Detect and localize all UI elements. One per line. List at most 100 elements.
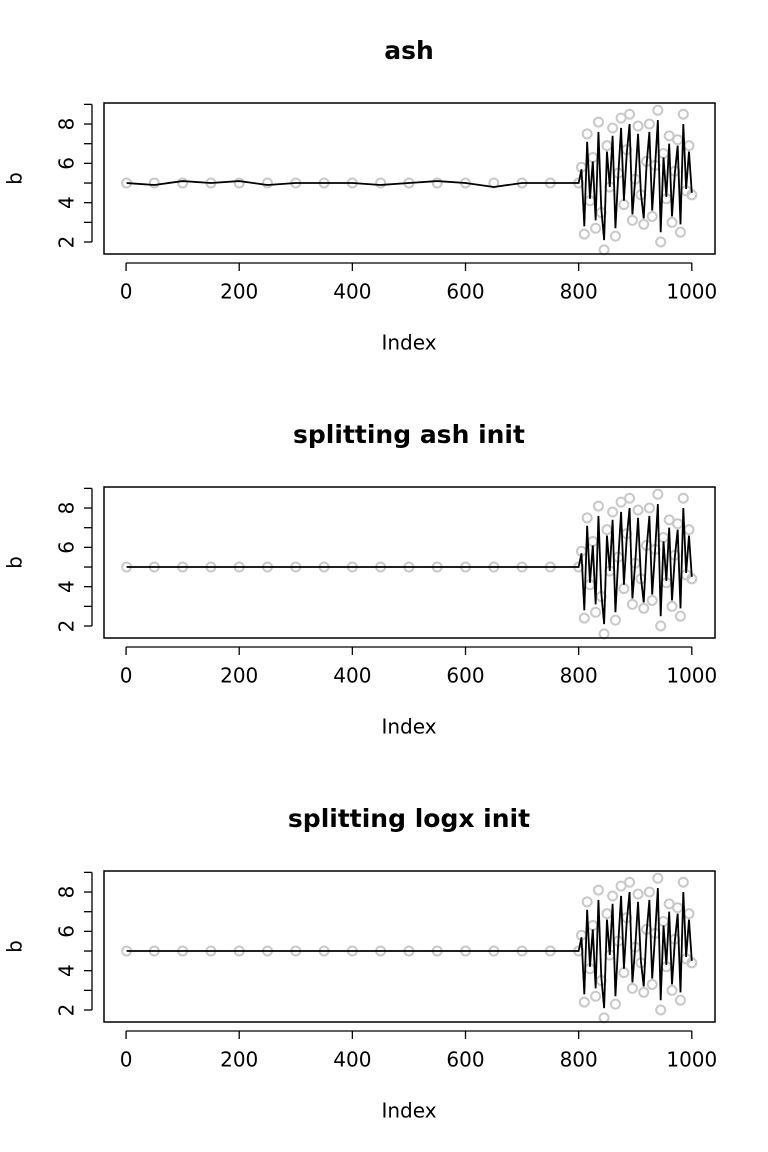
x-tick-label: 1000	[666, 1048, 717, 1072]
x-tick-label: 800	[560, 1048, 598, 1072]
data-point	[618, 583, 630, 595]
x-tick-label: 400	[333, 664, 371, 688]
y-tick-label: 2	[55, 620, 79, 633]
data-point	[615, 496, 627, 508]
data-point	[646, 978, 658, 990]
y-axis-label: b	[3, 940, 27, 953]
data-point	[658, 916, 670, 928]
data-point	[590, 606, 602, 618]
x-tick-label: 200	[220, 664, 258, 688]
x-tick-label: 600	[446, 664, 484, 688]
x-tick-label: 200	[220, 280, 258, 304]
data-point	[618, 199, 630, 211]
data-point	[592, 884, 604, 896]
x-tick-label: 0	[120, 280, 133, 304]
data-point	[672, 134, 684, 146]
data-point	[578, 612, 590, 624]
data-point	[598, 628, 610, 640]
x-tick-label: 200	[220, 1048, 258, 1072]
data-point	[626, 982, 638, 994]
data-point	[601, 140, 613, 152]
y-tick-label: 4	[55, 964, 79, 977]
y-tick-label: 6	[55, 157, 79, 170]
data-point	[609, 230, 621, 242]
data-point	[624, 108, 636, 120]
data-point	[626, 598, 638, 610]
data-point	[683, 524, 695, 536]
x-tick-label: 800	[560, 664, 598, 688]
x-axis-label: Index	[381, 331, 436, 355]
y-tick-label: 4	[55, 580, 79, 593]
x-tick-label: 800	[560, 280, 598, 304]
data-line	[126, 888, 693, 1009]
x-tick-label: 600	[446, 280, 484, 304]
chart-title: splitting logx init	[288, 804, 530, 833]
data-point	[624, 492, 636, 504]
x-tick-label: 0	[120, 1048, 133, 1072]
data-point	[677, 108, 689, 120]
data-point	[643, 886, 655, 898]
data-point	[598, 1012, 610, 1024]
data-line	[126, 504, 693, 625]
data-point	[607, 506, 619, 518]
data-point	[615, 880, 627, 892]
y-axis-label: b	[3, 172, 27, 185]
x-axis-label: Index	[381, 715, 436, 739]
data-point	[663, 898, 675, 910]
data-point	[632, 504, 644, 516]
data-point	[663, 514, 675, 526]
data-point	[233, 177, 245, 189]
data-point	[587, 535, 599, 547]
data-point	[581, 896, 593, 908]
data-point	[666, 216, 678, 228]
data-point	[375, 177, 387, 189]
data-point	[655, 1004, 667, 1016]
panel: ash Index b 0 200 400 600 800 1000 2 4 6 8	[3, 36, 718, 355]
data-point	[626, 214, 638, 226]
data-point	[652, 488, 664, 500]
data-point	[666, 600, 678, 612]
data-point	[592, 500, 604, 512]
data-point	[581, 128, 593, 140]
data-point	[674, 610, 686, 622]
data-point	[632, 888, 644, 900]
data-point	[607, 890, 619, 902]
data-point	[578, 996, 590, 1008]
data-point	[590, 222, 602, 234]
x-tick-label: 600	[446, 1048, 484, 1072]
data-point	[674, 994, 686, 1006]
data-point	[587, 919, 599, 931]
data-point	[658, 148, 670, 160]
data-point	[655, 620, 667, 632]
y-tick-label: 6	[55, 541, 79, 554]
data-point	[674, 226, 686, 238]
plot-frame	[103, 486, 716, 639]
y-axis-label: b	[3, 556, 27, 569]
data-point	[672, 902, 684, 914]
data-point	[643, 118, 655, 130]
data-line	[126, 120, 693, 241]
plot-frame	[103, 870, 716, 1023]
x-tick-label: 400	[333, 280, 371, 304]
y-tick-label: 4	[55, 196, 79, 209]
x-axis-label: Index	[381, 1099, 436, 1123]
x-tick-label: 1000	[666, 280, 717, 304]
data-point	[646, 594, 658, 606]
data-point	[609, 998, 621, 1010]
data-point	[148, 177, 160, 189]
data-point	[592, 116, 604, 128]
y-tick-label: 2	[55, 236, 79, 249]
data-point	[643, 502, 655, 514]
data-point	[683, 908, 695, 920]
data-point	[683, 140, 695, 152]
data-point	[658, 532, 670, 544]
data-point	[581, 512, 593, 524]
panel: splitting logx init Index b 0 200 400 600 800 10…	[3, 804, 718, 1123]
data-point	[646, 210, 658, 222]
data-point	[609, 614, 621, 626]
data-point	[672, 518, 684, 530]
y-tick-label: 8	[55, 118, 79, 131]
y-tick-label: 2	[55, 1004, 79, 1017]
